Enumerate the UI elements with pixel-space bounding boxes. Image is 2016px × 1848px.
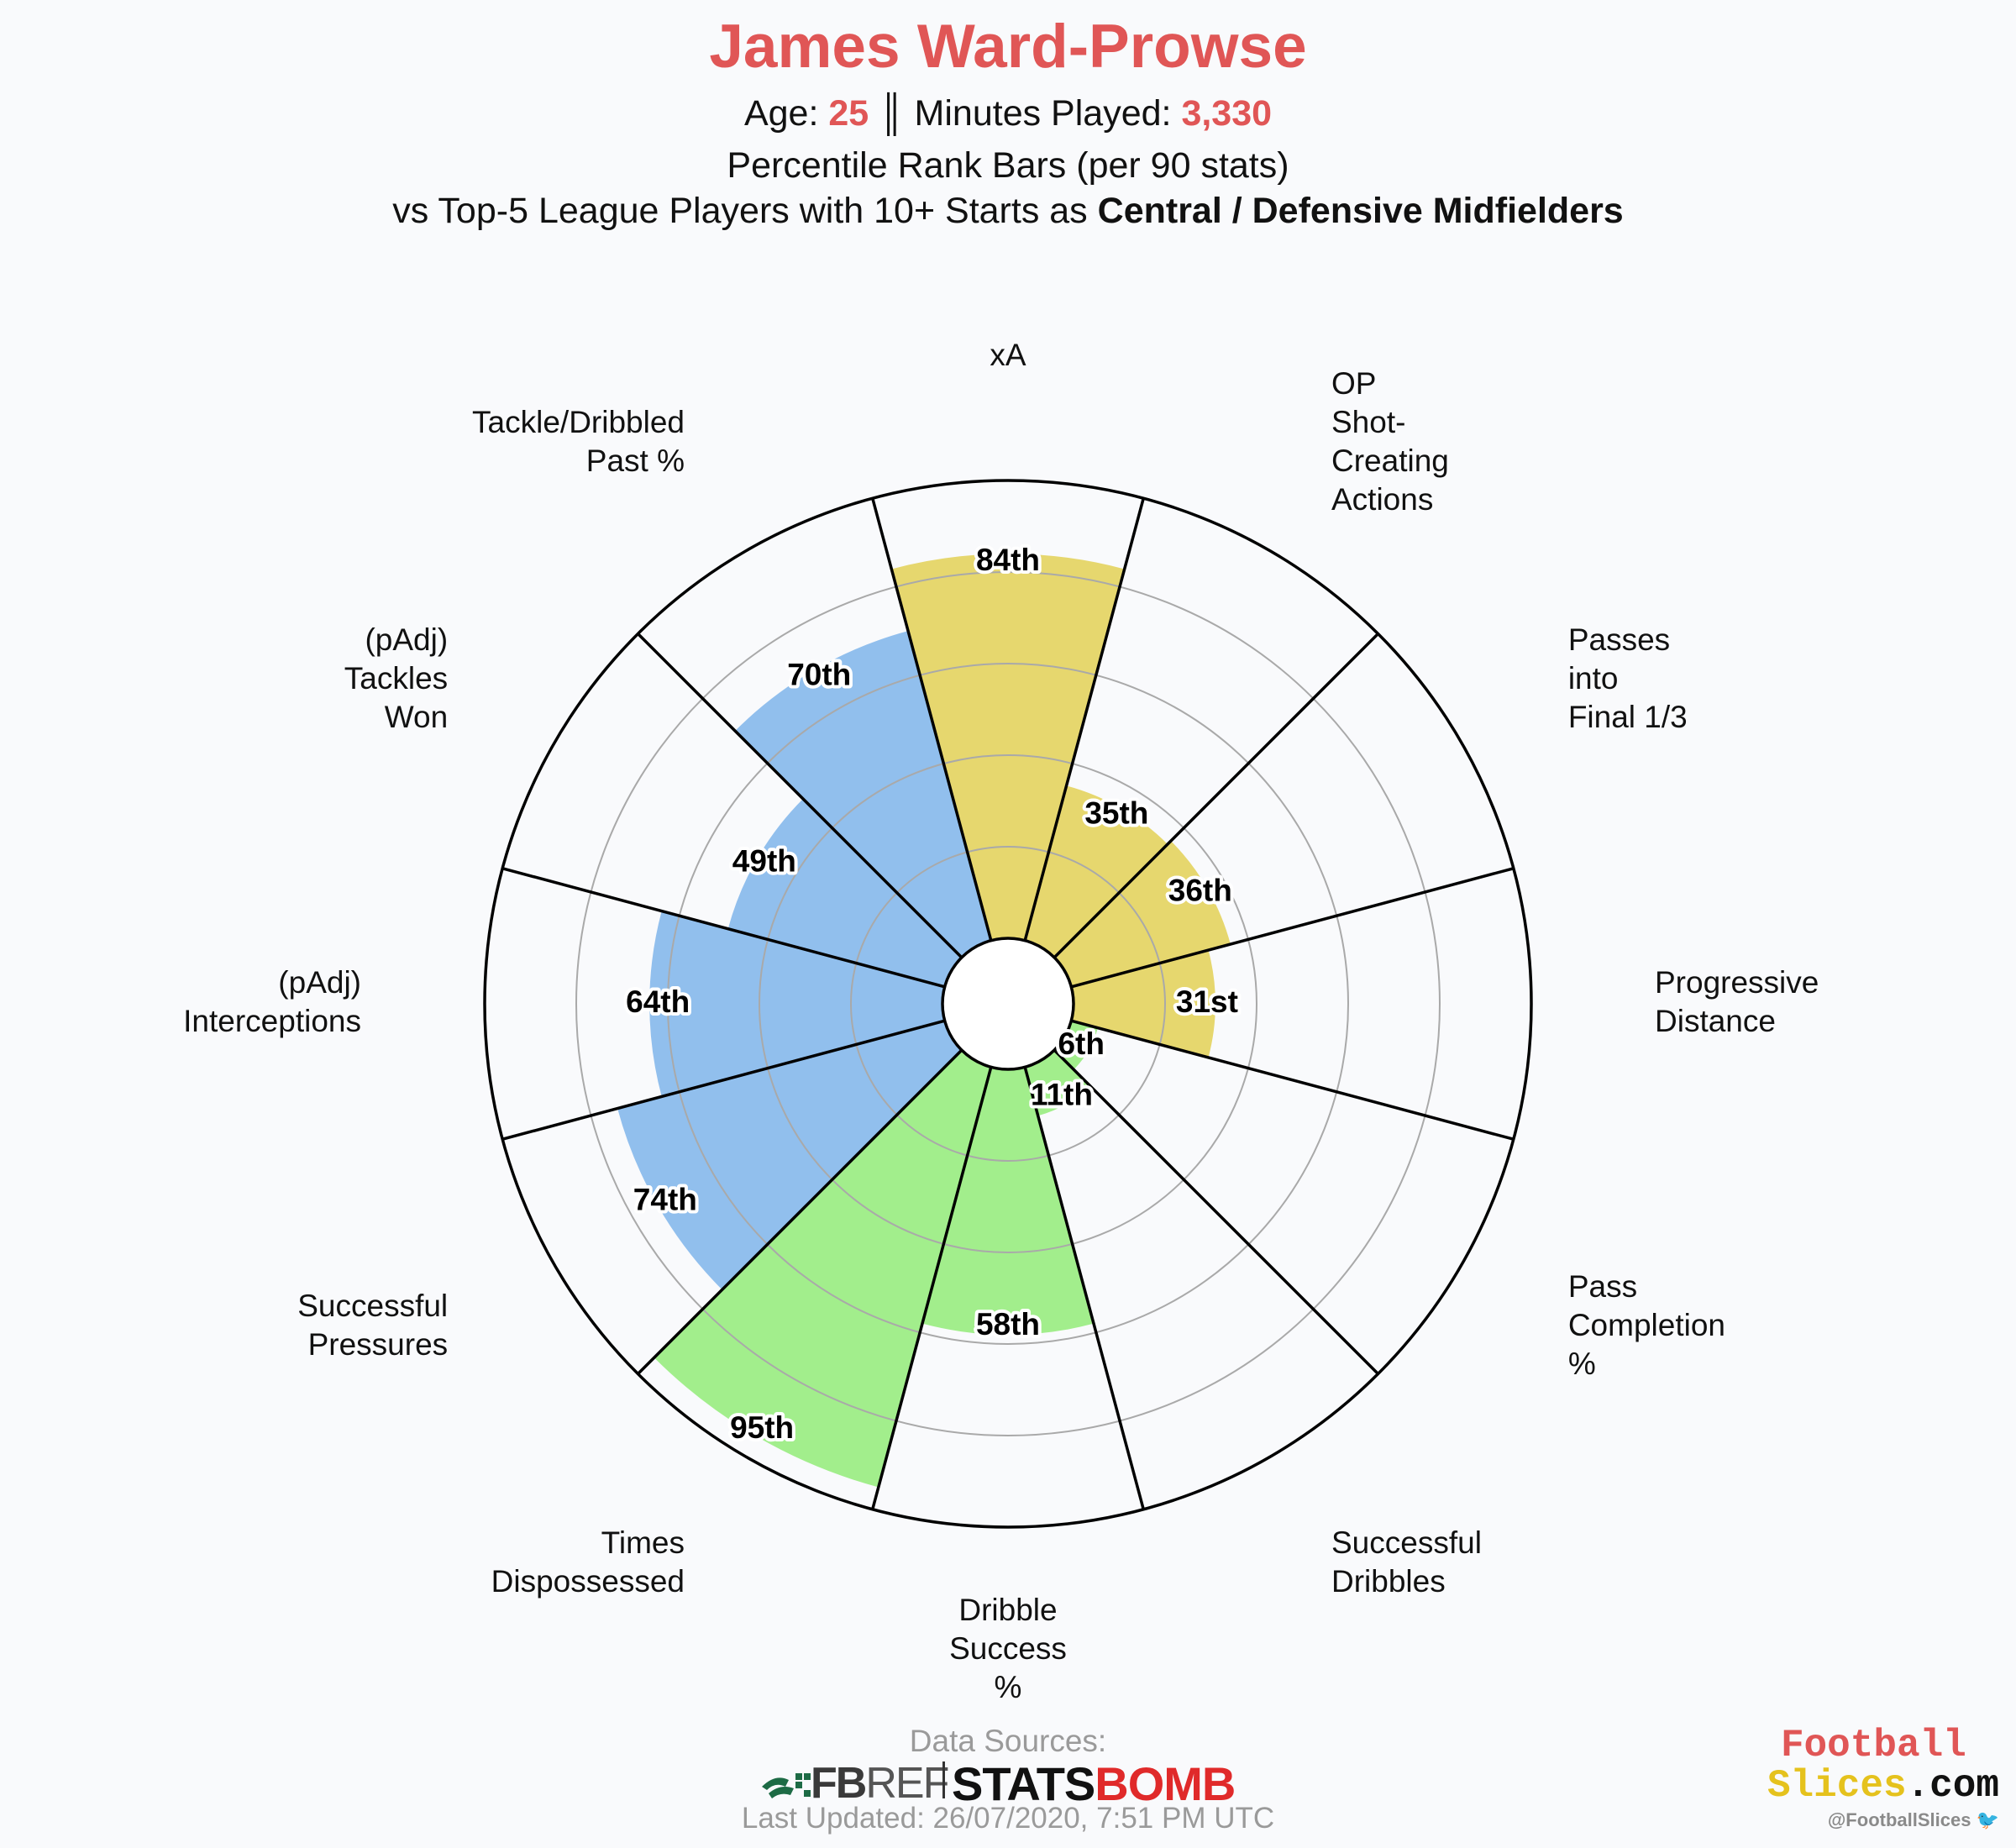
source-logos: FBREF STATSBOMB — [760, 1757, 1264, 1810]
axis-labels: xA OP Shot-Creating Actions Passes into Final … — [183, 338, 1819, 1704]
sector-divider — [637, 633, 963, 959]
outer-ring — [483, 479, 1533, 1529]
bar-wedge — [1025, 785, 1168, 958]
bar-wedge — [1025, 1050, 1090, 1116]
grid-ring — [667, 663, 1349, 1345]
statsbomb-logo-b: BOMB — [1095, 1757, 1236, 1810]
fbref-logo-a: FB — [811, 1759, 867, 1808]
sector-divider — [1053, 1048, 1379, 1375]
sector-divider — [871, 497, 993, 942]
last-updated: Last Updated: 26/07/2020, 7:51 PM UTC — [741, 1802, 1275, 1835]
value-label: 35th — [1084, 796, 1148, 831]
axis-label: (pAdj) Interceptions — [183, 965, 361, 1038]
value-label: 36th — [1168, 874, 1232, 908]
axis-label: xA — [990, 338, 1026, 372]
grid-ring — [759, 754, 1257, 1253]
brand-dotcom: .com — [1906, 1764, 1999, 1808]
bar-wedge — [735, 631, 991, 958]
comparison-position: Central / Defensive Midfielders — [1097, 191, 1624, 231]
axis-label: OP Shot-Creating Actions — [1331, 366, 1449, 517]
age-value: 25 — [828, 93, 869, 134]
axis-label: Successful Pressures — [297, 1289, 448, 1362]
comparison-line: vs Top-5 League Players with 10+ Starts … — [0, 190, 2016, 232]
sector-divider — [1053, 633, 1379, 959]
fbref-logo-b: REF — [865, 1759, 949, 1808]
sector-divider — [1023, 497, 1145, 942]
logo-divider — [942, 1761, 945, 1798]
brand-watermark: Football Slices.com @FootballSlices 🐦 — [1767, 1725, 1999, 1835]
statsbomb-logo: STATSBOMB — [952, 1756, 1236, 1811]
twitter-icon: 🐦 — [1976, 1809, 1999, 1830]
bar-wedge — [1071, 950, 1215, 1058]
bar-wedge — [921, 1067, 1095, 1336]
brand-handle: @FootballSlices 🐦 — [1767, 1806, 1999, 1835]
axis-label: Dribble Success% — [949, 1593, 1067, 1704]
statsbomb-logo-a: STATS — [952, 1757, 1095, 1810]
value-label: 6th — [1058, 1026, 1105, 1061]
sector-dividers — [501, 497, 1515, 1510]
value-label: 58th — [976, 1307, 1040, 1341]
chart-subtitle: Percentile Rank Bars (per 90 stats) — [727, 145, 1289, 186]
brand-line1: Football — [1780, 1724, 1966, 1767]
sector-divider — [871, 1066, 993, 1510]
value-labels: 84th 35th 36th 31st 6th 11th 58th 95th 74th 64th 4… — [622, 539, 1242, 1448]
grid-ring — [575, 571, 1441, 1436]
axis-label: Successful Dribbles — [1331, 1525, 1482, 1599]
axis-label: Pass Completion% — [1568, 1269, 1725, 1381]
grid-rings — [575, 571, 1441, 1436]
value-label: 64th — [626, 984, 690, 1019]
value-label: 49th — [732, 843, 796, 878]
axis-label: Passes into Final 1/3 — [1568, 622, 1688, 734]
value-label: 74th — [633, 1182, 697, 1216]
minutes-label: Minutes Played: — [914, 93, 1182, 134]
brand-handle-text: @FootballSlices — [1827, 1809, 1971, 1830]
value-label: 70th — [787, 658, 851, 692]
value-label: 84th — [976, 543, 1040, 577]
chart-title: James Ward-Prowse — [709, 13, 1307, 81]
sector-divider — [1070, 1019, 1515, 1141]
axis-label: Times Dispossessed — [491, 1525, 685, 1599]
sector-divider — [637, 1048, 963, 1375]
minutes-value: 3,330 — [1181, 93, 1273, 134]
comparison-prefix: vs Top-5 League Players with 10+ Starts … — [392, 191, 1098, 231]
sector-divider — [1070, 867, 1515, 989]
grid-ring — [850, 846, 1166, 1162]
bar-wedge — [649, 911, 945, 1097]
bar-wedge — [727, 799, 962, 987]
bar-wedges — [617, 554, 1231, 1488]
info-separator: ║ — [869, 93, 915, 134]
age-label: Age: — [743, 93, 829, 134]
fbref-logo-icon — [762, 1773, 811, 1798]
bar-wedge — [1054, 1021, 1098, 1070]
value-label: 11th — [1031, 1078, 1093, 1112]
value-label: 95th — [730, 1410, 794, 1445]
player-info: Age: 25 ║ Minutes Played: 3,330 — [0, 92, 2016, 134]
sector-divider — [501, 867, 946, 989]
outer-frame — [483, 479, 1533, 1529]
brand-line2: Slices.com — [1767, 1766, 1999, 1806]
data-sources-label: Data Sources: — [909, 1724, 1107, 1758]
bar-wedge — [1054, 841, 1231, 987]
fbref-logo: FBREF — [811, 1758, 949, 1809]
axis-label: (pAdj) Tackles Won — [344, 622, 448, 734]
sector-divider — [1023, 1066, 1145, 1510]
sector-divider — [501, 1019, 946, 1141]
axis-label: Progressive Distance — [1655, 965, 1819, 1038]
bar-wedge — [891, 554, 1125, 941]
axis-label: Tackle/Dribbled Past % — [472, 405, 685, 478]
center-hole — [941, 937, 1075, 1071]
value-label: 31st — [1176, 984, 1238, 1019]
brand-slices: Slices — [1767, 1764, 1907, 1808]
